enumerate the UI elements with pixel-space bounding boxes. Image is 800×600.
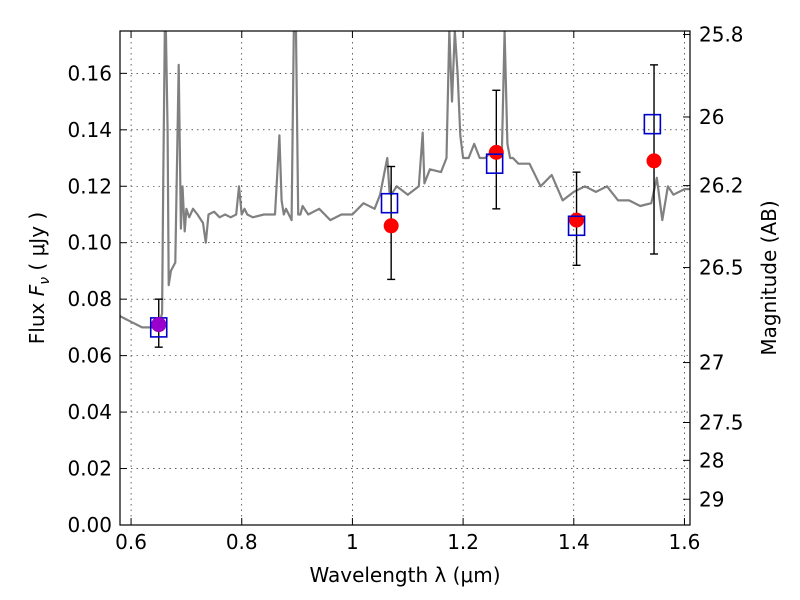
- y2-tick-label: 27.5: [699, 411, 744, 435]
- y2-tick-label: 26.5: [699, 256, 744, 280]
- data-point: [488, 144, 504, 160]
- y-axis: 0.00 0.02 0.04 0.06 0.08 0.10 0.12 0.14 0.16: [67, 61, 127, 537]
- y2-tick-label: 29: [699, 487, 724, 511]
- y2-tick-label: 27: [699, 351, 724, 375]
- y2-tick-label: 26.2: [699, 174, 744, 198]
- y-tick-label: 0.12: [67, 174, 112, 198]
- y-tick-label: 0.14: [67, 118, 112, 142]
- x-tick-label: 0.6: [115, 530, 147, 554]
- x-axis-title: Wavelength λ (μm): [309, 563, 500, 587]
- y-tick-label: 0.16: [67, 61, 112, 85]
- plot-layer: [120, 31, 690, 348]
- y2-axis: 25.8 26 26.2 26.5 27 27.5 28 29: [683, 22, 744, 511]
- data-point: [383, 218, 399, 234]
- data-point: [151, 317, 167, 333]
- x-tick-label: 1.6: [669, 530, 701, 554]
- y-tick-label: 0.00: [67, 513, 112, 537]
- plot-frame: [119, 30, 691, 526]
- model-point: [485, 153, 504, 174]
- x-axis: 0.6 0.8 1 1.2 1.4 1.6: [115, 31, 700, 554]
- y2-tick-label: 26: [699, 105, 724, 129]
- y-tick-label: 0.10: [67, 231, 112, 255]
- x-tick-label: 1.4: [558, 530, 590, 554]
- y2-tick-label: 28: [699, 448, 724, 472]
- x-tick-label: 1.2: [447, 530, 479, 554]
- x-tick-label: 1: [346, 530, 359, 554]
- y-tick-label: 0.08: [67, 287, 112, 311]
- data-point: [569, 212, 585, 228]
- y2-tick-label: 25.8: [699, 22, 744, 46]
- model-point: [380, 192, 399, 214]
- y-tick-label: 0.02: [67, 457, 112, 481]
- data-point: [646, 153, 662, 169]
- y-axis-title: Flux Fν ( μJy ): [25, 212, 53, 344]
- grid-layer: [120, 31, 690, 526]
- model-point: [567, 215, 586, 237]
- model-point: [643, 113, 662, 135]
- x-tick-label: 0.8: [226, 530, 258, 554]
- y-tick-label: 0.06: [67, 344, 112, 368]
- spectrum-line: [120, 31, 690, 329]
- y2-axis-title: Magnitude (AB): [757, 200, 781, 355]
- y-tick-label: 0.04: [67, 400, 112, 424]
